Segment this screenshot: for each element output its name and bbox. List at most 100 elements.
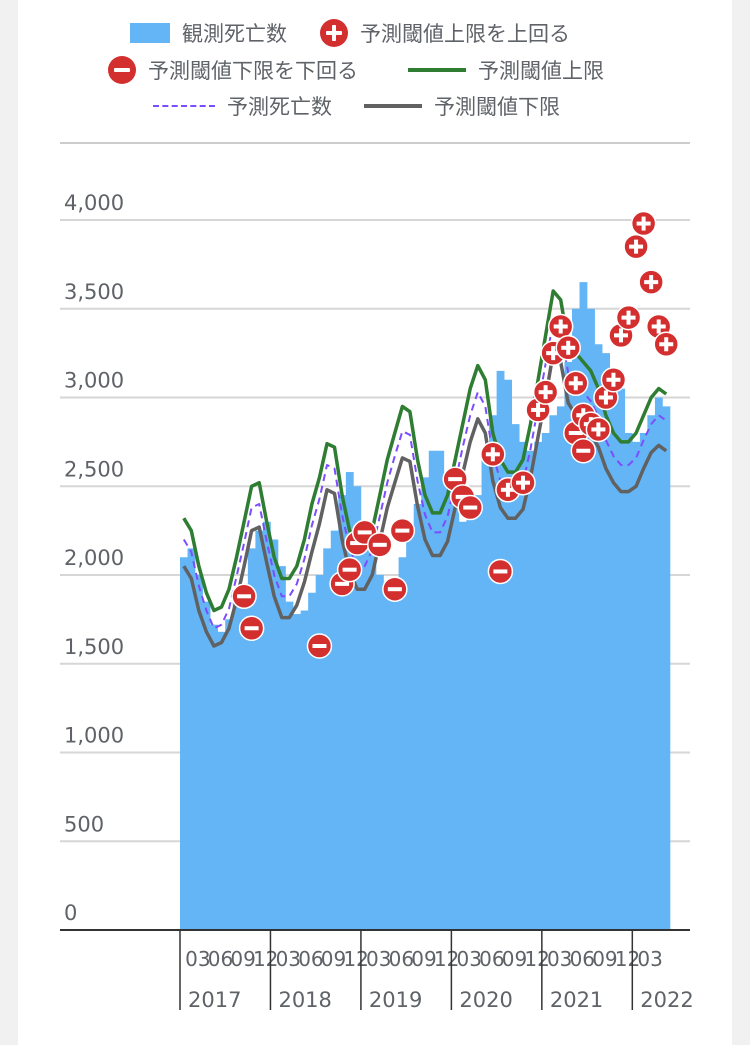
marker-bar [342,567,357,572]
marker-bar-vertical [573,376,578,391]
legend-below-lower-label: 予測閾値下限を下回る [148,59,358,83]
predicted-line [182,320,667,630]
month-tick-label: 12 [343,947,368,971]
observed-bar [609,370,618,930]
observed-bar [587,308,595,930]
marker-bar [576,448,591,453]
y-tick-label: 2,500 [64,457,124,481]
legend-lower[interactable]: 予測閾値下限 [364,91,560,121]
marker-bar-vertical [626,310,631,325]
legend-lower-label: 予測閾値下限 [434,95,560,119]
month-tick-label: 03 [457,947,482,971]
observed-bar [406,530,414,930]
observed-bar [428,450,437,930]
legend-upper[interactable]: 予測閾値上限 [408,55,604,85]
observed-bar [232,601,241,930]
y-tick-label: 3,000 [64,369,124,393]
legend-below-lower[interactable]: 予測閾値下限を下回る [108,55,358,85]
month-tick-label: 06 [298,947,323,971]
marker-bar [350,541,365,546]
marker-bar-vertical [505,482,510,497]
observed-bar [323,548,332,930]
observed-bar [315,575,324,930]
marker-bar [568,431,583,435]
year-label: 2022 [640,988,693,1012]
observed-bar [662,406,671,930]
year-label: 2020 [459,988,512,1012]
observed-bar [391,583,399,930]
observed-bar [225,619,234,930]
observed-bar [526,450,535,930]
month-tick-label: 06 [389,947,414,971]
marker-bar-vertical [536,402,541,417]
observed-bar [255,530,264,930]
y-tick-label: 0 [64,901,77,925]
month-tick-label: 12 [253,947,278,971]
observed-bar [270,539,279,930]
observed-bar [195,575,203,930]
observed-bar [308,592,316,930]
marker-bar [335,581,350,586]
observed-bar [368,548,377,930]
legend-above-upper-label: 予測閾値上限を上回る [360,22,570,46]
year-label: 2018 [278,988,331,1012]
marker-bar [237,594,252,599]
month-tick-label: 06 [208,947,233,971]
marker-bar-vertical [656,319,661,334]
month-tick-label: 06 [479,947,504,971]
observed-bar [617,388,626,930]
month-tick-label: 03 [547,947,572,971]
legend-predicted[interactable]: 予測死亡数 [153,91,332,121]
marker-bar [395,528,410,533]
marker-bar-vertical [603,390,608,405]
legend-upper-label: 予測閾値上限 [478,59,604,83]
observed-bar [353,486,362,930]
observed-bar [564,362,573,930]
month-tick-label: 12 [434,947,459,971]
month-tick-label: 12 [524,947,549,971]
marker-bar [387,587,402,592]
observed-bar [489,415,497,930]
observed-bar [466,512,475,930]
month-tick-label: 09 [592,947,617,971]
observed-bar [639,433,648,930]
marker-bar-vertical [649,275,654,290]
plus-marker-icon [320,19,348,47]
observed-bar [481,459,490,930]
observed-bar [474,495,482,930]
observed-bar [647,415,656,930]
marker-bar [357,530,372,535]
observed-bar [187,548,196,930]
observed-bar [278,566,286,930]
month-tick-label: 09 [411,947,436,971]
observed-bar [624,433,633,930]
marker-bar [463,505,478,510]
month-tick-label: 03 [366,947,391,971]
year-label: 2019 [369,988,422,1012]
observed-bar [443,477,452,930]
minus-marker-icon [108,56,136,84]
observed-bar [217,631,226,930]
observed-bar [496,370,505,930]
month-tick-label: 03 [637,947,662,971]
month-tick-label: 09 [230,947,255,971]
observed-bar [413,504,422,930]
observed-bar [594,344,603,930]
marker-bar [493,569,508,574]
observed-bar [293,614,301,930]
y-tick-label: 500 [64,812,104,836]
y-tick-label: 4,000 [64,191,124,215]
month-tick-label: 09 [502,947,527,971]
legend-above-upper[interactable]: 予測閾値上限を上回る [320,18,570,48]
year-label: 2017 [188,988,241,1012]
legend-observed[interactable]: 観測死亡数 [130,18,287,48]
y-tick-label: 1,000 [64,724,124,748]
legend-lower-line [364,104,422,108]
observed-bar [451,504,460,930]
month-tick-label: 03 [185,947,210,971]
observed-bar [180,557,188,930]
observed-bar [654,397,663,930]
month-tick-label: 12 [615,947,640,971]
marker-bar-vertical [521,475,525,490]
